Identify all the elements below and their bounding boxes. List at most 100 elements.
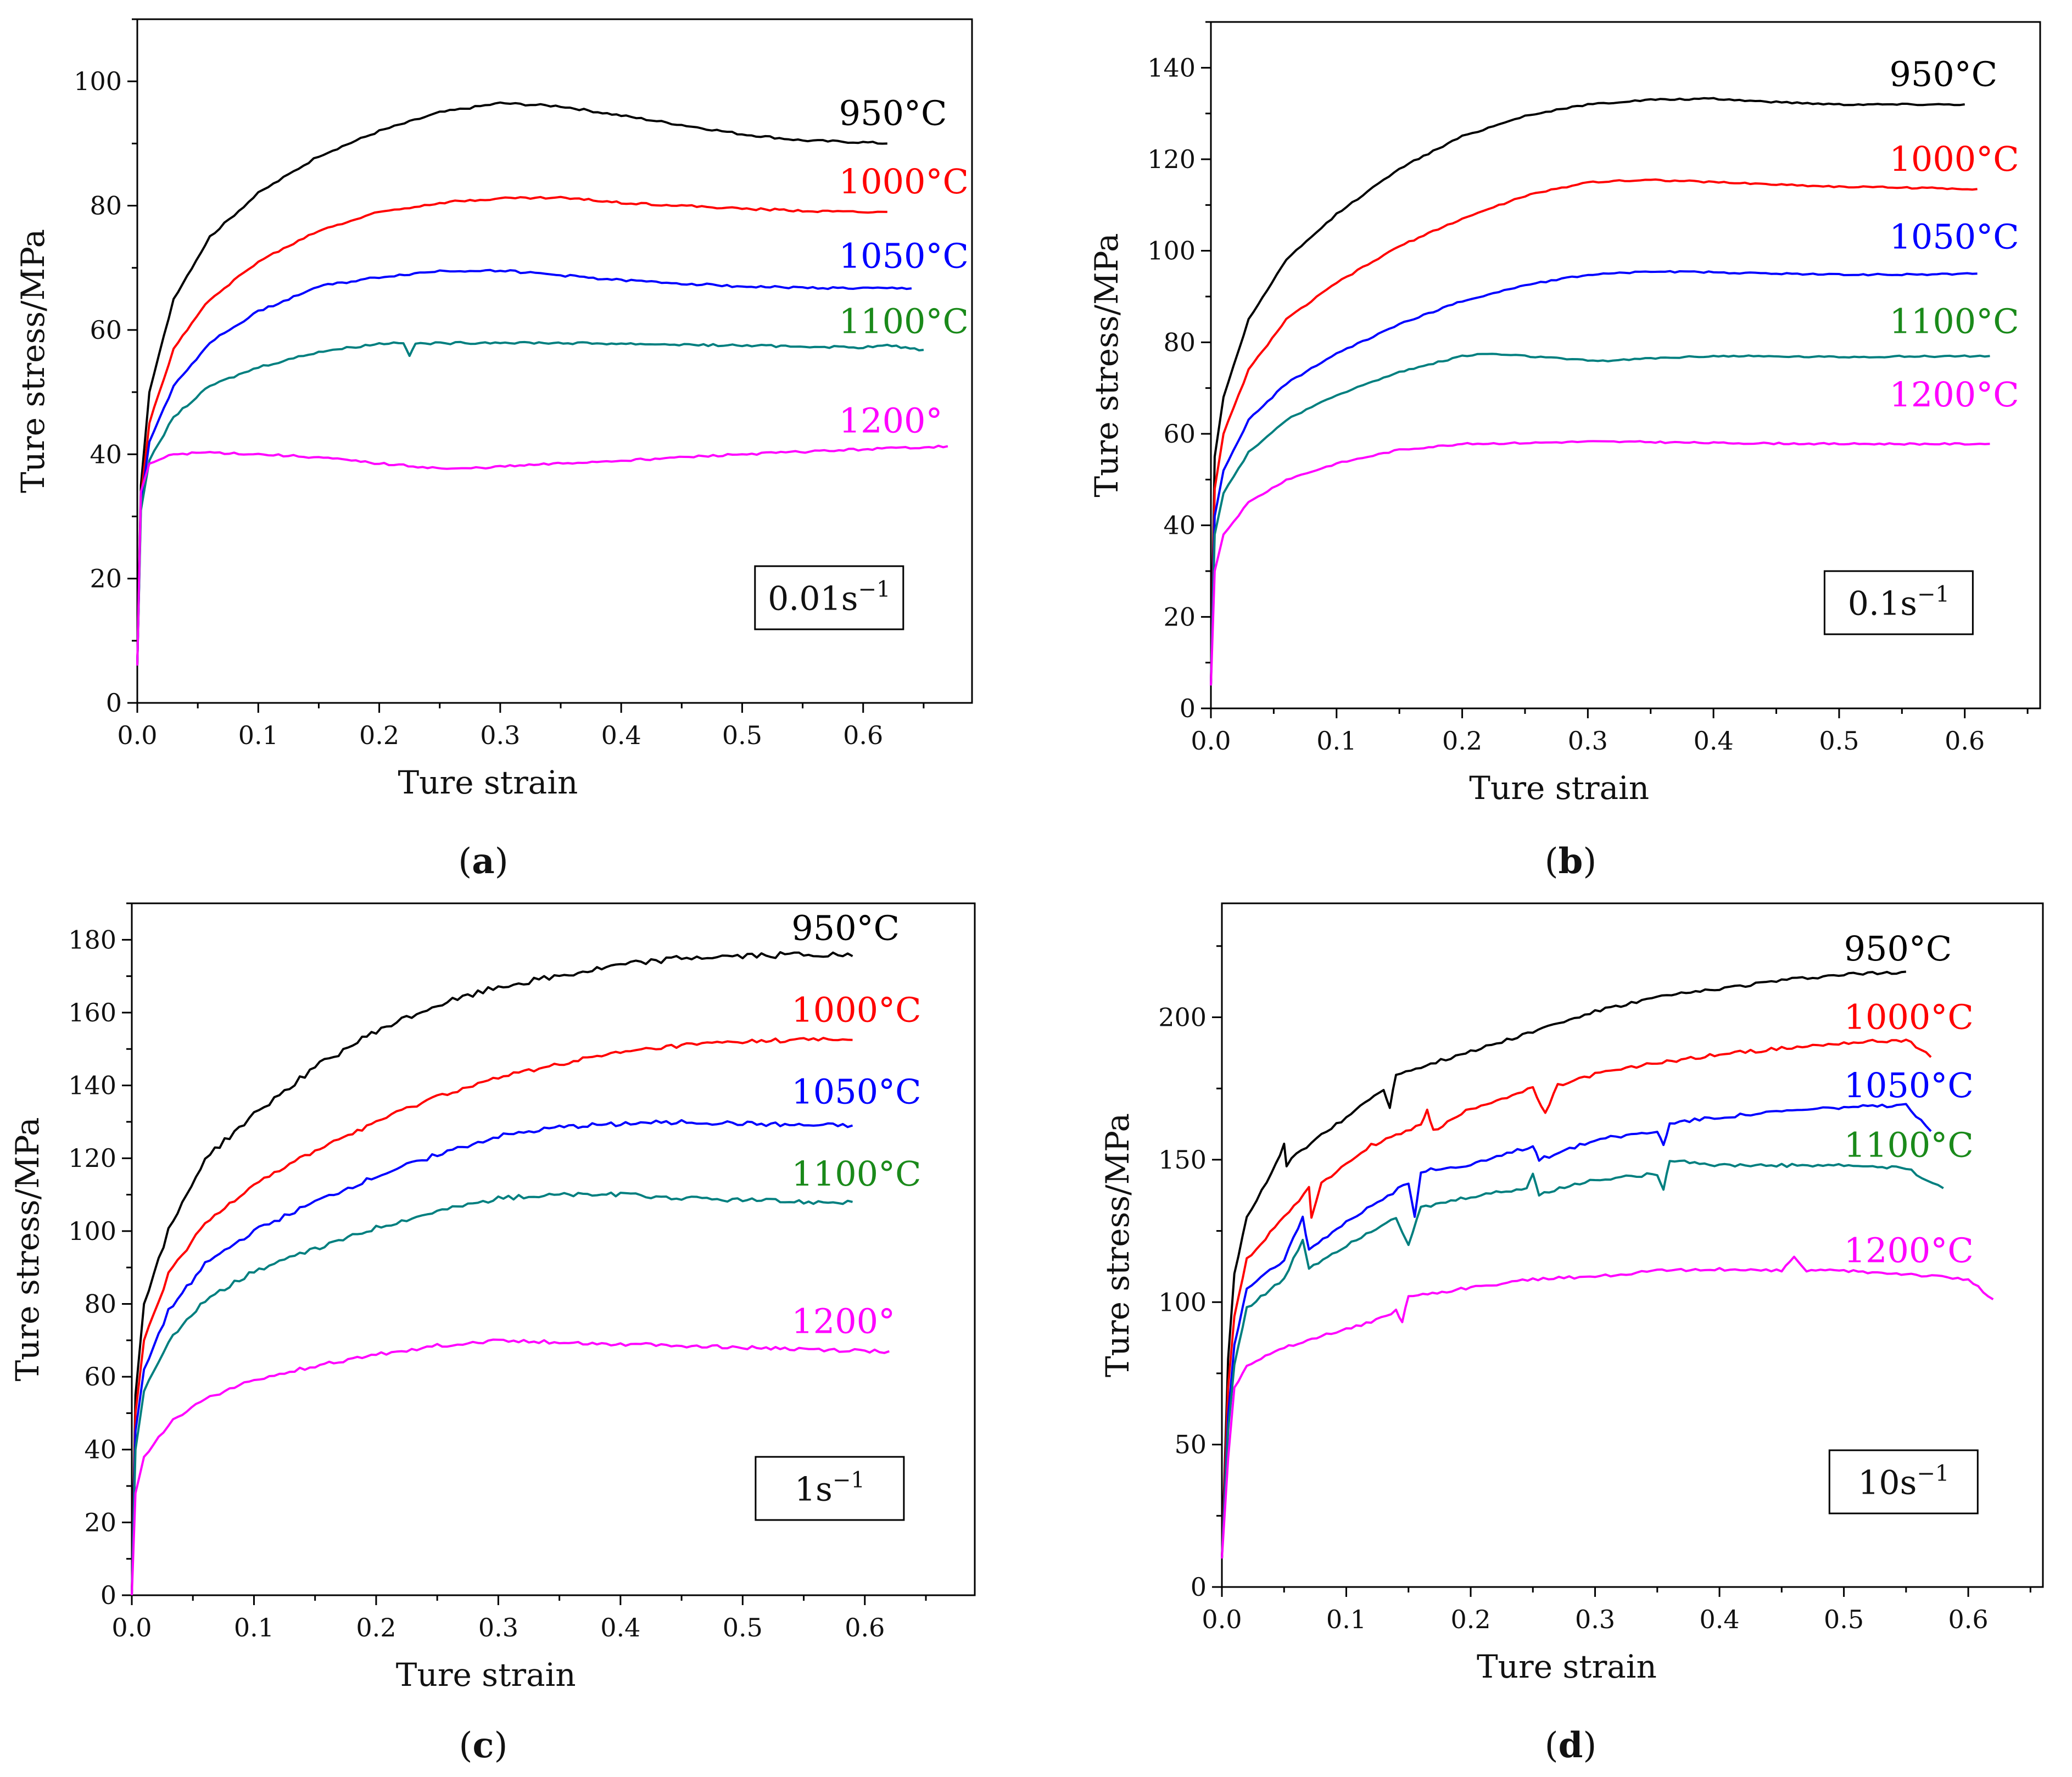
series-line-c-0 xyxy=(131,951,853,1596)
strain-rate-value: 0.01s xyxy=(768,580,858,618)
x-tick-label: 0.6 xyxy=(1945,726,1985,756)
series-line-c-2 xyxy=(131,1119,853,1596)
y-tick-label: 20 xyxy=(84,1507,116,1537)
y-tick-label: 0 xyxy=(1180,694,1196,723)
y-tick-label: 160 xyxy=(68,998,116,1027)
strain-rate-label: 10s−1 xyxy=(1858,1461,1949,1502)
series-label: 950°C xyxy=(791,908,900,948)
series-line-b-0 xyxy=(1210,97,1965,686)
y-tick-label: 180 xyxy=(68,925,116,954)
series-line-b-1 xyxy=(1210,178,1978,686)
plot-frame xyxy=(131,902,976,1596)
x-tick-label: 0.6 xyxy=(843,720,883,750)
caption-paren-open: ( xyxy=(458,841,472,882)
series-line-c-1 xyxy=(131,1037,853,1596)
x-tick-label: 0.0 xyxy=(111,1613,152,1642)
series-line-d-3 xyxy=(1221,1159,1944,1559)
x-tick-label: 0.2 xyxy=(1442,726,1482,756)
x-tick-label: 0.4 xyxy=(600,1613,640,1642)
y-tick-label: 100 xyxy=(1158,1287,1207,1317)
series-line-a-4 xyxy=(136,444,948,666)
y-axis-label: Ture stress/MPa xyxy=(1099,1113,1136,1377)
caption-letter: a xyxy=(472,841,494,882)
caption-paren-open: ( xyxy=(1545,1725,1559,1766)
x-tick-label: 0.0 xyxy=(1191,726,1231,756)
panel-caption: (a) xyxy=(458,841,508,882)
series-line-b-4 xyxy=(1210,440,1990,686)
y-tick-label: 100 xyxy=(1147,236,1196,266)
caption-letter: d xyxy=(1559,1725,1583,1766)
strain-rate-exponent: −1 xyxy=(858,577,891,602)
chart-panel-c: 0.0 0.1 0.2 0.3 0.4 0.5 0.6 0 20 40 60 80 100 120 140 1… xyxy=(9,902,976,1766)
series-line-a-1 xyxy=(136,195,887,666)
y-tick-label: 0 xyxy=(106,688,122,718)
series-label: 1000°C xyxy=(839,161,969,202)
y-tick-label: 120 xyxy=(68,1143,116,1173)
x-axis-label: Ture strain xyxy=(1469,769,1649,807)
strain-rate-box xyxy=(1823,570,1974,635)
y-tick-label: 60 xyxy=(84,1362,116,1392)
y-tick-label: 100 xyxy=(74,66,122,96)
y-tick-label: 140 xyxy=(68,1071,116,1100)
series-label: 950°C xyxy=(1844,929,1952,969)
caption-paren-open: ( xyxy=(1545,841,1559,882)
panel-caption: (c) xyxy=(459,1725,508,1766)
x-tick-label: 0.4 xyxy=(1694,726,1734,756)
plot-frame xyxy=(1210,21,2041,709)
strain-rate-box xyxy=(755,1456,905,1521)
series-label: 1050°C xyxy=(839,236,969,276)
x-tick-label: 0.3 xyxy=(480,720,520,750)
caption-letter: b xyxy=(1559,841,1583,882)
chart-panel-b: 0.0 0.1 0.2 0.3 0.4 0.5 0.6 0 20 40 60 80 100 120 140 T… xyxy=(1088,21,2041,882)
series-line-b-2 xyxy=(1210,270,1978,686)
y-tick-label: 150 xyxy=(1158,1145,1207,1175)
series-label: 1200° xyxy=(839,401,943,441)
series-label: 1000°C xyxy=(1844,997,1974,1037)
x-tick-label: 0.4 xyxy=(1699,1605,1739,1634)
caption-letter: c xyxy=(473,1725,494,1766)
strain-rate-value: 0.1s xyxy=(1848,585,1917,623)
x-tick-label: 0.5 xyxy=(723,1613,763,1642)
caption-paren-open: ( xyxy=(459,1725,473,1766)
x-tick-label: 0.3 xyxy=(1575,1605,1615,1634)
strain-rate-label: 1s−1 xyxy=(795,1468,865,1509)
chart-panel-a: 0.0 0.1 0.2 0.3 0.4 0.5 0.6 0 20 40 60 80 100 Ture st… xyxy=(14,18,973,882)
series-label: 1000°C xyxy=(1889,139,2019,179)
series-label: 1200°C xyxy=(1889,375,2019,415)
caption-paren-close: ) xyxy=(1583,1725,1596,1766)
panel-caption: (d) xyxy=(1545,1725,1597,1766)
series-label: 1100°C xyxy=(791,1154,921,1194)
x-axis-label: Ture strain xyxy=(1477,1648,1657,1685)
caption-paren-close: ) xyxy=(495,841,509,882)
strain-rate-exponent: −1 xyxy=(833,1468,865,1493)
y-axis-label: Ture stress/MPa xyxy=(1088,233,1125,497)
x-tick-label: 0.0 xyxy=(117,720,157,750)
series-line-d-1 xyxy=(1221,1038,1932,1559)
y-axis-label: Ture stress/MPa xyxy=(9,1117,46,1381)
series-label: 1050°C xyxy=(1889,217,2019,257)
x-axis-label: Ture strain xyxy=(398,764,578,801)
x-tick-label: 0.2 xyxy=(1450,1605,1490,1634)
plot-frame xyxy=(1221,902,2044,1588)
x-tick-label: 0.6 xyxy=(1948,1605,1989,1634)
strain-rate-label: 0.1s−1 xyxy=(1848,582,1950,623)
y-tick-label: 80 xyxy=(1163,327,1196,357)
x-tick-label: 0.4 xyxy=(601,720,641,750)
chart-panel-d: 0.0 0.1 0.2 0.3 0.4 0.5 0.6 0 50 100 150 200 Ture st… xyxy=(1099,902,2044,1766)
y-tick-label: 0 xyxy=(1191,1572,1207,1602)
strain-rate-value: 10s xyxy=(1858,1464,1917,1502)
x-axis-label: Ture strain xyxy=(396,1656,576,1694)
x-tick-label: 0.3 xyxy=(1568,726,1608,756)
x-tick-label: 0.2 xyxy=(359,720,399,750)
x-tick-label: 0.1 xyxy=(1316,726,1356,756)
y-tick-label: 80 xyxy=(90,191,122,221)
strain-rate-label: 0.01s−1 xyxy=(768,577,890,618)
x-tick-label: 0.1 xyxy=(234,1613,274,1642)
y-tick-label: 40 xyxy=(1163,511,1196,540)
panel-caption: (b) xyxy=(1545,841,1597,882)
x-tick-label: 0.3 xyxy=(478,1613,518,1642)
y-tick-label: 200 xyxy=(1158,1003,1207,1032)
series-line-d-2 xyxy=(1221,1103,1932,1559)
series-line-a-0 xyxy=(136,101,887,666)
